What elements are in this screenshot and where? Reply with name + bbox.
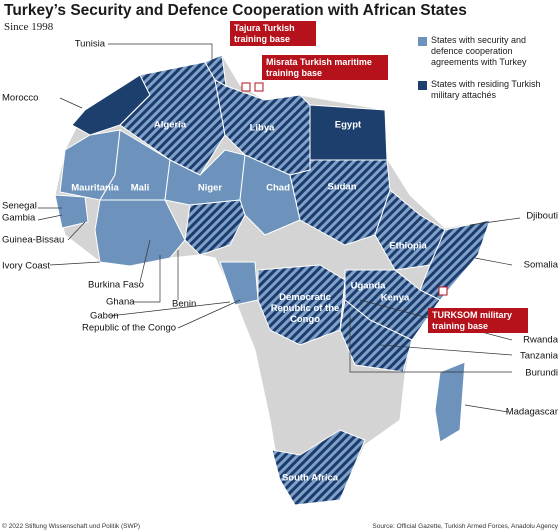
country-label: Djibouti bbox=[526, 211, 558, 222]
drc bbox=[257, 264, 346, 346]
country-label: South Africa bbox=[282, 473, 339, 484]
legend-swatch bbox=[418, 37, 427, 46]
country-label: Burkina Faso bbox=[88, 280, 144, 291]
madagascar bbox=[434, 361, 466, 443]
copyright: © 2022 Stiftung Wissenschaft und Politik… bbox=[2, 523, 141, 530]
country-label: Gabon bbox=[90, 311, 119, 322]
title: Turkey’s Security and Defence Cooperatio… bbox=[4, 2, 467, 19]
base-label: TURKSOM military training base bbox=[428, 308, 528, 333]
country-label: Senegal bbox=[2, 201, 37, 212]
senegal-region bbox=[54, 194, 89, 229]
country-label: Ghana bbox=[106, 297, 135, 308]
source: Source: Official Gazette, Turkish Armed … bbox=[372, 523, 558, 530]
legend-swatch bbox=[418, 81, 427, 90]
sudan bbox=[289, 159, 391, 246]
south-africa bbox=[271, 429, 366, 506]
country-label: Democratic Republic of the Congo bbox=[270, 292, 340, 325]
country-label: Kenya bbox=[381, 293, 410, 304]
country-label: Tanzania bbox=[520, 351, 559, 362]
subtitle: Since 1998 bbox=[4, 21, 54, 33]
base-markers bbox=[241, 82, 448, 296]
country-label: Madagascar bbox=[506, 407, 558, 418]
country-label: Algeria bbox=[154, 120, 187, 131]
legend-text: States with security and defence coopera… bbox=[431, 35, 527, 67]
countries bbox=[54, 54, 491, 506]
country-label: Egypt bbox=[335, 120, 362, 131]
country-label: Ethiopia bbox=[389, 241, 427, 252]
country-label: Mali bbox=[131, 183, 149, 194]
country-label: Gambia bbox=[2, 213, 36, 224]
country-label: Mauritania bbox=[71, 183, 119, 194]
country-label: Guinea-Bissau bbox=[2, 235, 64, 246]
country-label: Tunisia bbox=[75, 39, 106, 50]
legend-text: States with residing Turkish military at… bbox=[431, 79, 541, 100]
callout-lines bbox=[37, 43, 521, 413]
egypt bbox=[309, 104, 388, 161]
country-label: Sudan bbox=[327, 182, 356, 193]
west-africa bbox=[94, 199, 186, 267]
country-label: Rwanda bbox=[523, 335, 559, 346]
congo-gabon bbox=[219, 261, 259, 306]
country-label: Morocco bbox=[2, 93, 38, 104]
country-label: Uganda bbox=[351, 281, 387, 292]
labels: Algeria Libya Egypt Mauritania Mali Niger Chad… bbox=[2, 39, 559, 484]
country-label: Somalia bbox=[524, 260, 559, 271]
country-label: Burundi bbox=[525, 368, 558, 379]
country-label: Republic of the Congo bbox=[82, 323, 176, 334]
country-label: Niger bbox=[198, 183, 223, 194]
country-label: Ivory Coast bbox=[2, 261, 50, 272]
base-label: Misrata Turkish maritime training base bbox=[262, 55, 388, 80]
country-label: Libya bbox=[250, 123, 276, 134]
country-label: Chad bbox=[266, 183, 290, 194]
base-label: Tajura Turkish training base bbox=[230, 21, 316, 46]
country-label: Benin bbox=[172, 299, 196, 310]
